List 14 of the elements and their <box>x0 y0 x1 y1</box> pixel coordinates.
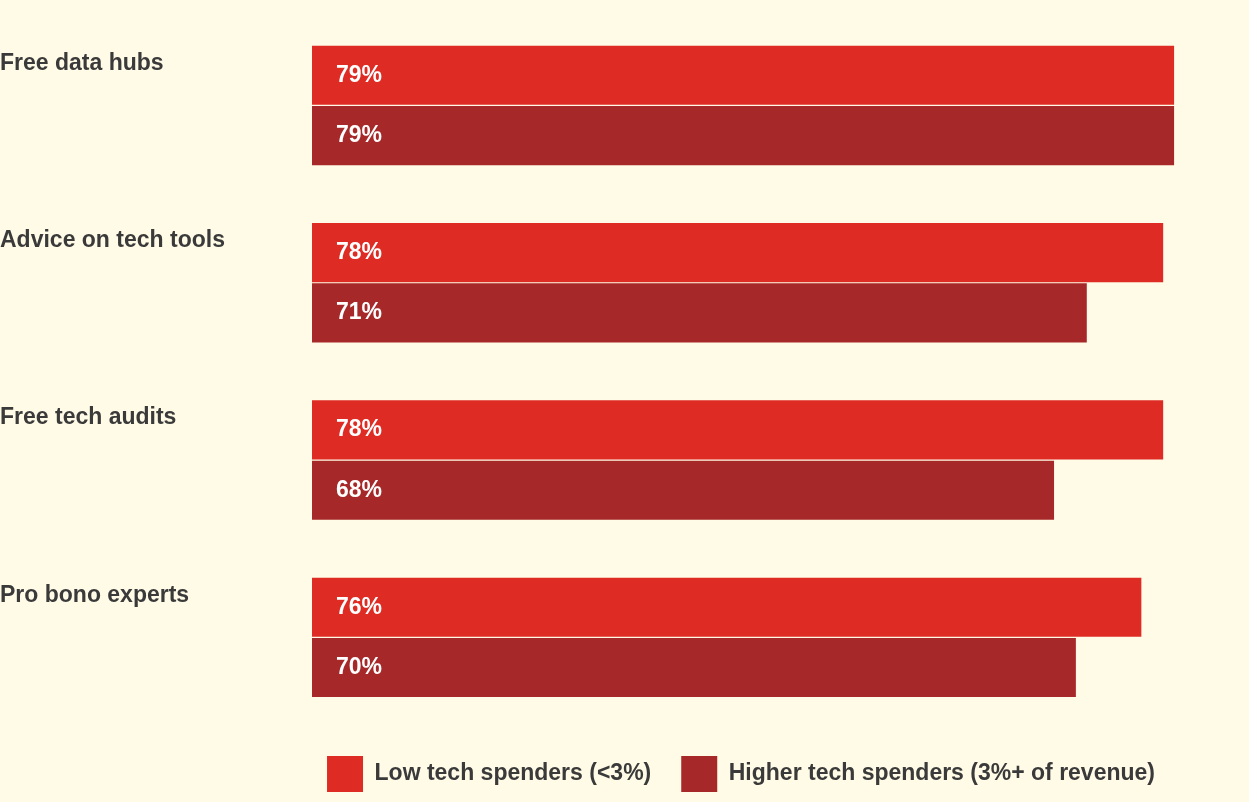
y-tick-label: Pro bono experts <box>0 580 190 607</box>
data-label: 68% <box>336 475 383 502</box>
y-tick-label: Free data hubs <box>0 48 164 75</box>
data-label: 79% <box>336 60 383 87</box>
data-label: 78% <box>336 415 383 442</box>
data-label: 79% <box>336 120 383 147</box>
y-tick-label: Advice on tech tools <box>0 226 225 253</box>
legend-label: Higher tech spenders (3%+ of revenue) <box>728 759 1155 786</box>
data-label: 76% <box>336 592 383 619</box>
data-label: 78% <box>336 237 383 264</box>
y-tick-label: Free tech audits <box>0 403 177 430</box>
data-label: 70% <box>336 652 383 679</box>
data-label: 71% <box>336 298 383 325</box>
legend-label: Low tech spenders (<3%) <box>374 759 652 786</box>
